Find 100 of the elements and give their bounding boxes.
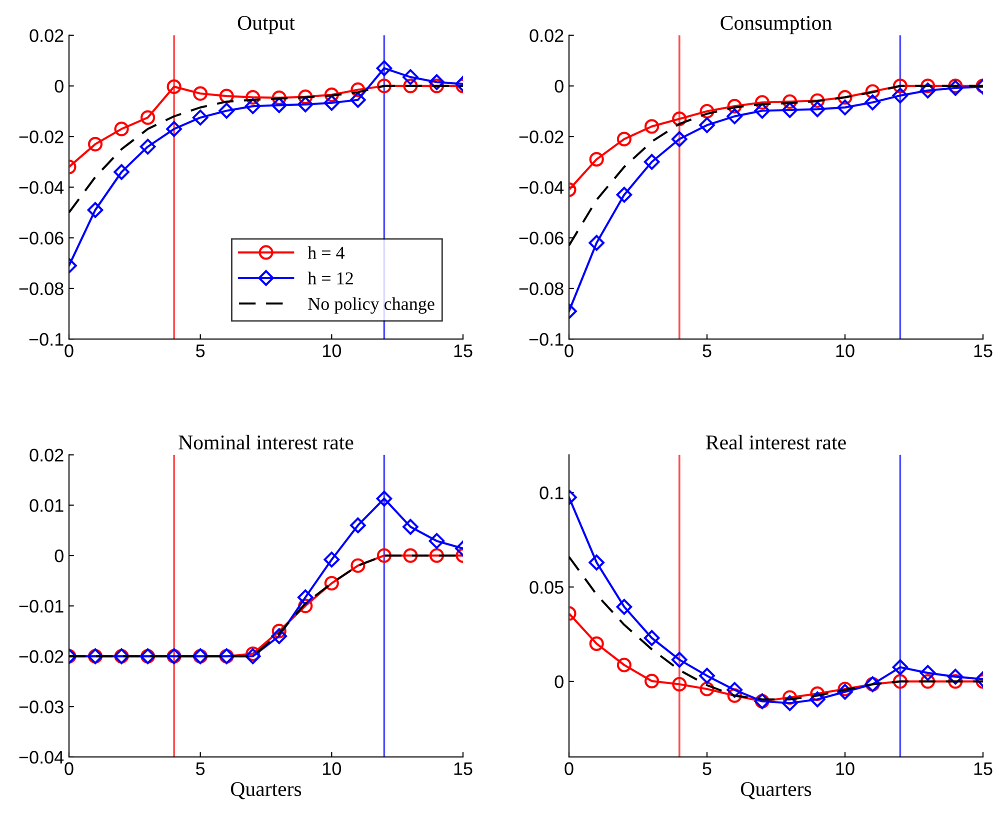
point	[140, 138, 156, 155]
point	[589, 152, 604, 167]
x-tick-label: 0	[564, 344, 574, 358]
point	[727, 98, 742, 114]
legend-label: h = 4	[308, 246, 345, 259]
point	[588, 554, 605, 570]
point	[616, 598, 632, 615]
point	[948, 674, 963, 689]
point	[892, 88, 908, 104]
point	[726, 108, 743, 124]
point	[699, 117, 715, 134]
point	[297, 589, 314, 606]
point	[727, 688, 742, 703]
x-tick-label: 10	[836, 762, 854, 776]
y-tick-label: −0.02	[519, 130, 564, 144]
point	[809, 101, 826, 118]
point	[920, 674, 936, 689]
point	[809, 691, 826, 708]
point	[616, 132, 632, 146]
point	[376, 548, 392, 563]
point	[644, 674, 660, 688]
y-tick-label: −0.06	[19, 232, 64, 245]
point	[782, 102, 798, 118]
point	[219, 88, 234, 104]
point	[403, 548, 418, 563]
y-tick-label: 0	[54, 549, 64, 562]
point	[297, 96, 314, 112]
point	[838, 682, 852, 696]
point	[324, 87, 339, 102]
y-tick-label: 0.02	[30, 448, 64, 462]
point	[616, 186, 632, 203]
point	[114, 122, 129, 136]
x-tick-label: 0	[64, 344, 74, 358]
point	[428, 533, 445, 549]
point	[644, 154, 660, 170]
point	[272, 90, 286, 106]
x-tick-label: 15	[454, 344, 472, 358]
y-tick-label: −0.08	[519, 282, 564, 296]
point	[350, 558, 366, 573]
y-tick-label: −0.02	[19, 650, 64, 663]
point	[166, 121, 182, 137]
point	[428, 74, 445, 90]
y-tick-label: 0.1	[540, 486, 564, 500]
y-tick-label: 0.01	[30, 499, 64, 512]
y-tick-label: −0.04	[519, 181, 564, 194]
point	[671, 131, 688, 148]
chart-title: Nominal interest rate	[178, 434, 354, 450]
y-tick-label: −0.03	[19, 700, 64, 714]
x-tick-label: 5	[702, 344, 712, 358]
point	[782, 94, 798, 109]
x-tick-label: 5	[196, 762, 205, 776]
point	[837, 100, 853, 116]
y-tick-label: −0.1	[529, 333, 564, 346]
x-tick-label: 5	[196, 344, 205, 358]
point	[376, 60, 392, 76]
x-tick-label: 10	[323, 344, 342, 358]
y-tick-label: 0	[554, 675, 564, 688]
point	[244, 98, 261, 114]
point	[271, 628, 288, 644]
x-tick-label: 0	[564, 762, 574, 776]
point	[246, 90, 260, 105]
x-tick-label: 15	[974, 344, 992, 358]
point	[726, 682, 743, 698]
point	[920, 78, 936, 94]
y-tick-label: 0	[554, 80, 564, 93]
point	[588, 234, 605, 251]
point	[644, 119, 660, 134]
point	[376, 490, 392, 507]
point	[271, 97, 288, 114]
y-tick-label: −0.02	[19, 130, 64, 144]
x-tick-label: 0	[64, 762, 74, 776]
point	[810, 686, 825, 701]
point	[324, 576, 339, 591]
point	[350, 92, 366, 108]
point	[864, 94, 881, 110]
y-tick-label: −0.01	[19, 600, 64, 613]
y-tick-label: 0.02	[30, 29, 64, 42]
point	[324, 552, 340, 568]
point	[218, 102, 235, 119]
point	[429, 548, 444, 563]
point	[298, 90, 313, 104]
point	[324, 94, 340, 111]
point	[892, 674, 908, 689]
point	[429, 78, 444, 94]
point	[166, 79, 182, 94]
point	[192, 110, 208, 126]
point	[892, 659, 908, 676]
point	[246, 646, 260, 662]
point	[672, 676, 687, 692]
chart-title: Real interest rate	[706, 434, 846, 450]
y-tick-label: −0.1	[29, 333, 64, 346]
point	[700, 682, 714, 696]
point	[920, 665, 936, 681]
y-tick-label: −0.04	[19, 750, 64, 764]
point	[892, 78, 908, 94]
x-axis-title: Quarters	[230, 782, 302, 800]
point	[87, 202, 104, 218]
point	[350, 517, 366, 534]
point	[376, 78, 392, 94]
point	[782, 695, 798, 712]
